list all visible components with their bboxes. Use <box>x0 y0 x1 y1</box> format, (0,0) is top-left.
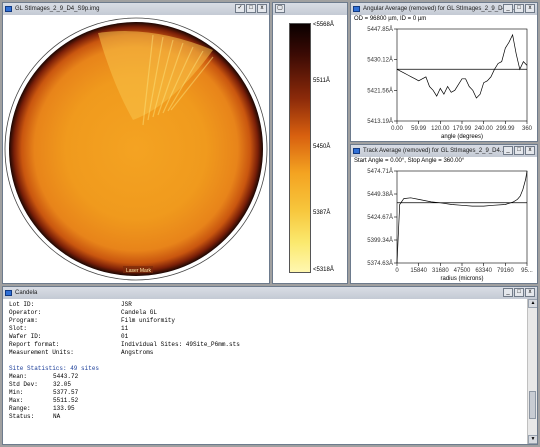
minimize-button[interactable]: _ <box>503 288 513 297</box>
close-button[interactable]: x <box>257 4 267 13</box>
app-icon <box>5 6 12 12</box>
track-average-titlebar[interactable]: Track Average (removed) for GL StImages_… <box>351 145 537 157</box>
maximize-button[interactable]: □ <box>246 4 256 13</box>
maximize-button[interactable]: □ <box>514 146 524 155</box>
track-plot-area <box>396 170 528 264</box>
report-scrollbar[interactable]: ▲ ▼ <box>527 299 537 444</box>
report-titlebar[interactable]: Candela _ □ x <box>3 287 537 299</box>
restore-button[interactable]: ▢ <box>275 4 285 13</box>
report-window: Candela _ □ x Lot ID: JSR Operator: Candel… <box>2 286 538 445</box>
scale-label-2: 5511Å <box>313 78 330 84</box>
maximize-button[interactable]: □ <box>514 288 524 297</box>
track-x-tick-label: 0 <box>395 268 399 274</box>
track-average-chart: 5474.71Å 5449.38Å 5424.67Å 5399.34Å 5374.63Å… <box>367 168 533 282</box>
report-text[interactable]: Lot ID: JSR Operator: Candela GL Program: F… <box>9 301 240 421</box>
colorbar-titlebar[interactable]: ▢ <box>273 3 347 15</box>
scale-label-max: <5568Å <box>313 22 334 28</box>
app-icon <box>353 6 360 12</box>
maximize-button[interactable]: □ <box>514 4 524 13</box>
wafer-streaks <box>142 34 214 126</box>
scroll-down-arrow-icon[interactable]: ▼ <box>528 435 537 444</box>
stats-row: Status: NA <box>9 413 61 420</box>
minimize-button[interactable]: _ <box>503 146 513 155</box>
angular-x-tick-label: 240.00 <box>474 126 493 132</box>
angular-series-line <box>396 33 528 99</box>
wafer-map[interactable]: Laser Mark <box>3 15 269 283</box>
track-y-tick-label: 5374.63Å <box>367 260 393 267</box>
track-average-title: Track Average (removed) for GL StImages_… <box>363 148 505 154</box>
close-button[interactable]: x <box>525 288 535 297</box>
angular-y-tick-label: 5413.19Å <box>367 118 393 125</box>
minimize-button[interactable]: _ <box>503 4 513 13</box>
scroll-up-arrow-icon[interactable]: ▲ <box>528 299 537 308</box>
track-series-line <box>396 170 528 264</box>
report-row: Report format: Individual Sites: 49Site_P… <box>9 341 240 348</box>
report-row: Wafer ID: 01 <box>9 333 129 340</box>
scale-label-4: 5387Å <box>313 210 331 216</box>
report-row: Operator: Candela GL <box>9 309 158 316</box>
stats-row: Std Dev: 32.05 <box>9 381 72 388</box>
laser-mark-label: Laser Mark <box>126 268 152 274</box>
stats-title: Site Statistics: 49 sites <box>9 365 100 372</box>
track-header: Start Angle = 0.00°, Stop Angle = 360.00… <box>354 158 465 164</box>
angular-x-tick-label: 0.00 <box>391 126 403 132</box>
scale-label-min: <5318Å <box>313 267 334 273</box>
track-y-tick-label: 5449.38Å <box>367 191 393 198</box>
angular-y-tick-label: 5421.56Å <box>367 87 393 94</box>
track-x-tick-label: 63340 <box>475 268 492 274</box>
angular-x-tick-label: 59.99 <box>411 126 427 132</box>
angular-x-tick-label: 360 <box>522 126 533 132</box>
report-row: Lot ID: JSR <box>9 301 132 308</box>
track-y-tick-label: 5424.67Å <box>367 214 393 221</box>
track-x-tick-label: 95... <box>521 268 533 274</box>
angular-x-tick-label: 120.00 <box>431 126 450 132</box>
app-icon <box>353 148 360 154</box>
angular-x-tick-label: 179.99 <box>453 126 472 132</box>
angular-average-titlebar[interactable]: Angular Average (removed) for GL StImage… <box>351 3 537 15</box>
track-y-tick-label: 5474.71Å <box>367 168 393 175</box>
track-x-tick-label: 15840 <box>410 268 427 274</box>
report-row: Slot: 11 <box>9 325 129 332</box>
track-y-tick-label: 5399.34Å <box>367 237 393 244</box>
angular-x-axis-label: angle (degrees) <box>441 134 483 140</box>
wafer-disc <box>9 22 263 276</box>
stats-row: Mean: 5443.72 <box>9 373 79 380</box>
track-x-tick-label: 31680 <box>432 268 449 274</box>
stats-row: Max: 5511.52 <box>9 397 79 404</box>
scroll-thumb[interactable] <box>529 391 536 419</box>
colorbar-window: ▢ <5568Å 5511Å 5450Å 5387Å <5318Å <box>272 2 348 284</box>
track-x-axis-label: radius (microns) <box>440 276 483 282</box>
scale-label-3: 5450Å <box>313 144 331 150</box>
report-row: Measurement Units: Angstroms <box>9 349 154 356</box>
track-x-tick-label: 47500 <box>454 268 471 274</box>
wafer-map-title: GL StImages_2_9_D4_S9p.img <box>15 6 100 12</box>
color-scale-bar <box>289 23 311 273</box>
stats-row: Range: 133.95 <box>9 405 75 412</box>
close-button[interactable]: x <box>525 146 535 155</box>
wafer-map-titlebar[interactable]: GL StImages_2_9_D4_S9p.img ✓ □ x <box>3 3 269 15</box>
wafer-map-window: GL StImages_2_9_D4_S9p.img ✓ □ x Laser M… <box>2 2 270 284</box>
angular-header: OD = 96800 µm, ID = 0 µm <box>354 16 427 22</box>
report-title: Candela <box>15 290 38 296</box>
laser-mark <box>123 266 153 273</box>
report-row: Program: Film uniformity <box>9 317 176 324</box>
angular-x-tick-label: 299.99 <box>496 126 515 132</box>
angular-plot-area <box>396 28 528 122</box>
angular-y-tick-label: 5447.85Å <box>367 26 393 33</box>
track-average-window: Track Average (removed) for GL StImages_… <box>350 144 538 284</box>
close-button[interactable]: x <box>525 4 535 13</box>
check-button[interactable]: ✓ <box>235 4 245 13</box>
stats-row: Min: 5377.57 <box>9 389 79 396</box>
track-x-tick-label: 79160 <box>497 268 514 274</box>
app-icon <box>5 290 12 296</box>
angular-y-tick-label: 5430.12Å <box>367 57 393 64</box>
angular-average-window: Angular Average (removed) for GL StImage… <box>350 2 538 142</box>
angular-average-title: Angular Average (removed) for GL StImage… <box>363 6 515 12</box>
